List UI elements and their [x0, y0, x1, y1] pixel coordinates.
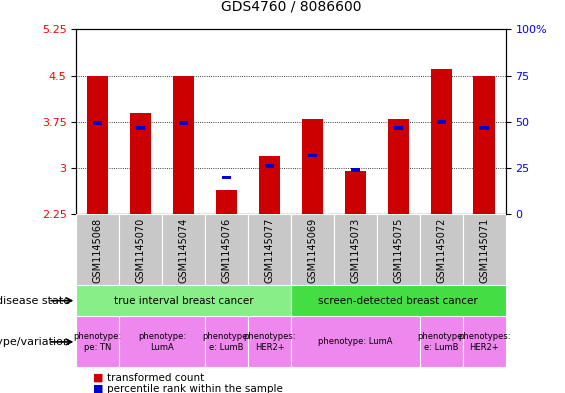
Text: GSM1145077: GSM1145077 [264, 218, 275, 283]
Bar [259, 156, 280, 214]
Bar [345, 171, 366, 214]
Text: GSM1145073: GSM1145073 [350, 218, 360, 283]
Text: percentile rank within the sample: percentile rank within the sample [107, 384, 283, 393]
Bar [473, 75, 495, 214]
Text: transformed count: transformed count [107, 373, 205, 383]
Bar [76, 285, 291, 316]
Bar [248, 214, 291, 285]
Text: genotype/variation: genotype/variation [0, 337, 71, 347]
Text: GSM1145069: GSM1145069 [307, 218, 318, 283]
Text: phenotypes:
HER2+: phenotypes: HER2+ [458, 332, 510, 352]
Bar [216, 189, 237, 214]
Bar [205, 316, 248, 367]
Bar [76, 214, 119, 285]
Bar [248, 316, 291, 367]
Bar [87, 75, 108, 214]
Text: GDS4760 / 8086600: GDS4760 / 8086600 [221, 0, 361, 14]
Text: phenotype:
e: LumB: phenotype: e: LumB [202, 332, 251, 352]
Bar [291, 214, 334, 285]
Bar [463, 214, 506, 285]
Text: phenotype: LumA: phenotype: LumA [318, 338, 393, 346]
Bar [291, 316, 420, 367]
Bar [179, 121, 188, 125]
Bar [119, 316, 205, 367]
Bar [302, 119, 323, 214]
Bar [308, 154, 317, 157]
Text: disease state: disease state [0, 296, 71, 306]
Bar [93, 121, 102, 125]
Bar [76, 316, 119, 367]
Bar [162, 214, 205, 285]
Bar [394, 126, 403, 130]
Bar [431, 70, 452, 214]
Bar [136, 126, 145, 130]
Text: true interval breast cancer: true interval breast cancer [114, 296, 254, 306]
Bar [463, 316, 506, 367]
Bar [334, 214, 377, 285]
Text: phenotype:
e: LumB: phenotype: e: LumB [417, 332, 466, 352]
Text: GSM1145071: GSM1145071 [479, 218, 489, 283]
Bar [265, 164, 274, 168]
Text: GSM1145075: GSM1145075 [393, 218, 403, 283]
Text: GSM1145072: GSM1145072 [436, 218, 446, 283]
Bar [388, 119, 409, 214]
Text: GSM1145074: GSM1145074 [179, 218, 189, 283]
Bar [130, 112, 151, 214]
Text: ■: ■ [93, 373, 104, 383]
Text: GSM1145070: GSM1145070 [136, 218, 146, 283]
Bar [205, 214, 248, 285]
Bar [222, 176, 231, 179]
Text: phenotype:
pe: TN: phenotype: pe: TN [73, 332, 122, 352]
Bar [351, 168, 360, 172]
Bar [437, 120, 446, 123]
Bar [480, 126, 489, 130]
Bar [119, 214, 162, 285]
Bar [377, 214, 420, 285]
Text: phenotype:
LumA: phenotype: LumA [138, 332, 186, 352]
Text: GSM1145068: GSM1145068 [93, 218, 103, 283]
Text: ■: ■ [93, 384, 104, 393]
Text: GSM1145076: GSM1145076 [221, 218, 232, 283]
Bar [173, 75, 194, 214]
Bar [420, 316, 463, 367]
Bar [420, 214, 463, 285]
Text: phenotypes:
HER2+: phenotypes: HER2+ [244, 332, 295, 352]
Text: screen-detected breast cancer: screen-detected breast cancer [319, 296, 478, 306]
Bar [291, 285, 506, 316]
